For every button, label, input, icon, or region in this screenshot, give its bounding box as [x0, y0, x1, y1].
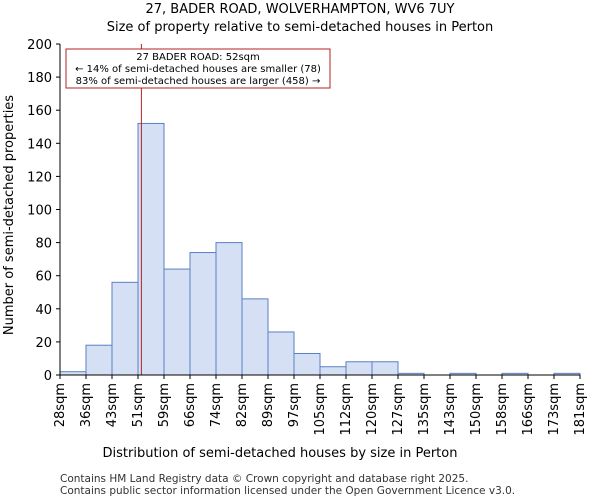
footer-line1: Contains HM Land Registry data © Crown c… — [60, 473, 468, 485]
y-tick-label: 180 — [27, 71, 52, 86]
y-axis-label: Number of semi-detached properties — [2, 95, 17, 335]
bar-59sqm — [163, 268, 191, 376]
x-tick-label: 51sqm — [131, 383, 146, 427]
x-tick-label: 173sqm — [547, 383, 562, 436]
x-tick-label: 105sqm — [313, 383, 328, 436]
x-tick-label: 97sqm — [287, 383, 302, 427]
annotation-line3: 83% of semi-detached houses are larger (… — [76, 76, 321, 87]
x-tick-label: 36sqm — [79, 383, 94, 427]
x-tick-label: 120sqm — [365, 383, 380, 436]
y-tick-label: 80 — [35, 237, 52, 252]
bar-120sqm — [371, 361, 399, 376]
chart-title-line2: Size of property relative to semi-detach… — [107, 20, 494, 35]
y-tick-label: 20 — [35, 336, 52, 351]
x-tick-label: 89sqm — [261, 383, 276, 427]
chart-title-line1: 27, BADER ROAD, WOLVERHAMPTON, WV6 7UY — [145, 2, 454, 17]
x-tick-label: 66sqm — [183, 383, 198, 427]
y-tick-label: 60 — [35, 270, 52, 285]
x-tick-label: 43sqm — [105, 383, 120, 427]
y-tick-label: 0 — [44, 369, 52, 384]
bar-43sqm — [111, 281, 139, 376]
bar-74sqm — [215, 242, 243, 376]
x-tick-label: 28sqm — [53, 383, 68, 427]
x-tick-label: 74sqm — [209, 383, 224, 427]
footer-line2: Contains public sector information licen… — [60, 485, 515, 497]
x-tick-label: 181sqm — [573, 383, 588, 436]
x-tick-label: 158sqm — [495, 383, 510, 436]
x-tick-label: 143sqm — [443, 383, 458, 436]
bar-89sqm — [267, 331, 295, 376]
x-tick-label: 127sqm — [391, 383, 406, 436]
y-tick-label: 120 — [27, 170, 52, 185]
x-tick-label: 112sqm — [339, 383, 354, 436]
bar-97sqm — [293, 352, 321, 376]
x-axis-label: Distribution of semi-detached houses by … — [103, 446, 458, 461]
y-tick-label: 200 — [27, 38, 52, 53]
annotation-line1: 27 BADER ROAD: 52sqm — [136, 52, 260, 63]
y-tick-label: 40 — [35, 303, 52, 318]
bar-105sqm — [319, 366, 347, 376]
annotation-line2: ← 14% of semi-detached houses are smalle… — [75, 64, 321, 75]
bar-51sqm — [137, 122, 165, 376]
y-tick-label: 160 — [27, 104, 52, 119]
x-tick-label: 150sqm — [469, 383, 484, 436]
bar-82sqm — [241, 298, 269, 376]
x-tick-label: 135sqm — [417, 383, 432, 436]
x-tick-label: 166sqm — [521, 383, 536, 436]
bar-66sqm — [189, 252, 217, 376]
x-tick-label: 82sqm — [235, 383, 250, 427]
annotation-box — [65, 48, 331, 89]
property-annotation: 27 BADER ROAD: 52sqm ← 14% of semi-detac… — [65, 48, 331, 89]
x-tick-label: 59sqm — [157, 383, 172, 427]
bar-36sqm — [85, 344, 113, 376]
y-tick-label: 140 — [27, 137, 52, 152]
bar-112sqm — [345, 361, 373, 376]
y-tick-label: 100 — [27, 204, 52, 219]
